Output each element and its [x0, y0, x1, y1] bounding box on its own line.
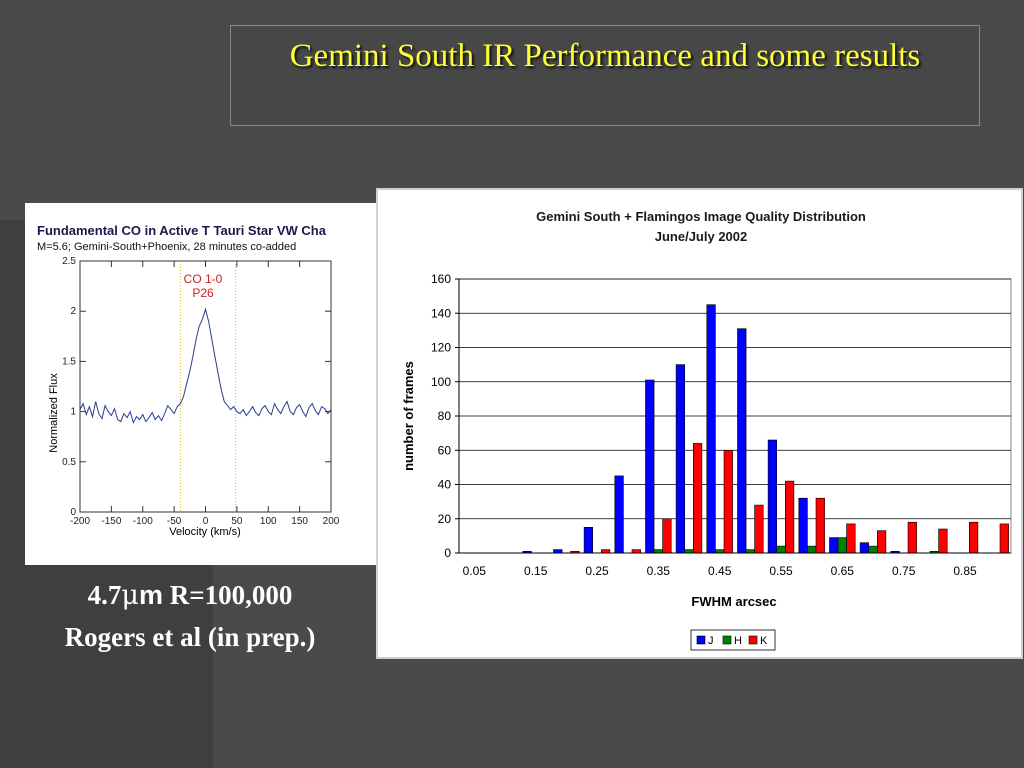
image-quality-chart: Gemini South + Flamingos Image Quality D…	[376, 188, 1023, 659]
iq-bar-K-0.55	[784, 480, 795, 554]
iq-bar-J-0.25	[583, 526, 594, 554]
iq-bar-J-0.2	[553, 549, 563, 554]
iq-bar-J-0.55	[767, 439, 778, 554]
iq-y-axis-label: number of frames	[401, 361, 416, 471]
co-x-tick-label: -150	[101, 516, 121, 527]
iq-y-tick-label: 160	[431, 272, 451, 286]
iq-bar-J-0.5	[737, 328, 747, 554]
iq-y-tick-label: 120	[431, 341, 451, 355]
co-chart-subtitle: M=5.6; Gemini-South+Phoenix, 28 minutes …	[37, 241, 296, 253]
iq-legend-label-J: J	[708, 635, 714, 647]
iq-bar-H-0.65	[837, 537, 847, 554]
iq-bar-H-0.6	[807, 545, 817, 554]
iq-y-tick-label: 40	[438, 478, 452, 492]
iq-bar-J-0.4	[675, 364, 686, 554]
caption-mu-symbol: μ	[121, 580, 139, 611]
iq-x-axis-label: FWHM arcsec	[691, 594, 776, 609]
iq-x-tick-label: 0.35	[647, 564, 671, 578]
caption-m-unit: m	[138, 580, 163, 610]
co-x-tick-label: 100	[260, 516, 277, 527]
co-y-tick-label: 2	[70, 306, 76, 317]
title-box: Gemini South IR Performance and some res…	[230, 25, 980, 126]
co-x-tick-label: 200	[323, 516, 340, 527]
iq-y-tick-label: 140	[431, 306, 451, 320]
iq-x-tick-label: 0.25	[585, 564, 609, 578]
iq-bar-H-0.45	[715, 549, 725, 554]
co-x-tick-label: -50	[167, 516, 182, 527]
iq-x-tick-label: 0.65	[831, 564, 855, 578]
caption-line1: 4.7μm R=100,000	[20, 580, 360, 611]
iq-bar-J-0.3	[614, 475, 624, 554]
iq-x-tick-label: 0.45	[708, 564, 732, 578]
co-y-tick-label: 0	[70, 507, 76, 518]
iq-legend-swatch-J	[696, 635, 706, 645]
co-chart-title: Fundamental CO in Active T Tauri Star VW…	[37, 223, 327, 238]
co-x-tick-label: 0	[203, 516, 209, 527]
iq-legend-swatch-K	[748, 635, 758, 645]
iq-bar-H-0.55	[776, 545, 786, 554]
iq-legend-box	[690, 629, 776, 651]
co-y-tick-label: 2.5	[62, 256, 76, 267]
co-x-tick-label: 150	[291, 516, 308, 527]
iq-bar-K-0.35	[662, 518, 672, 554]
caption-line2: Rogers et al (in prep.)	[64, 622, 316, 652]
co-y-tick-label: 1	[70, 407, 76, 418]
co-annotation-line2: P26	[192, 286, 214, 300]
co-x-tick-label: -200	[70, 516, 90, 527]
caption-wavelength: 4.7	[87, 580, 122, 610]
iq-legend-label-H: H	[734, 635, 742, 647]
iq-x-tick-label: 0.05	[463, 564, 487, 578]
co-y-tick-label: 0.5	[62, 457, 76, 468]
iq-bar-K-0.4	[692, 443, 703, 554]
iq-bar-H-0.7	[868, 545, 878, 554]
iq-bar-K-0.7	[876, 530, 887, 554]
iq-y-tick-label: 60	[438, 443, 452, 457]
iq-bar-K-0.6	[815, 497, 825, 554]
co-x-axis-label: Velocity (km/s)	[169, 526, 241, 538]
iq-bar-K-0.75	[907, 521, 917, 554]
iq-bar-K-0.5	[754, 504, 764, 554]
iq-bar-K-0.45	[723, 449, 733, 554]
co-y-axis-label: Normalized Flux	[48, 373, 60, 453]
iq-y-tick-label: 80	[438, 409, 452, 423]
co-x-tick-label: 50	[231, 516, 243, 527]
iq-bar-K-0.85	[968, 521, 979, 554]
iq-chart-subtitle: June/July 2002	[655, 229, 748, 244]
iq-x-tick-label: 0.15	[524, 564, 548, 578]
iq-bar-J-0.65	[829, 537, 839, 554]
iq-y-tick-label: 20	[438, 512, 452, 526]
iq-legend-label-K: K	[760, 635, 768, 647]
image-quality-svg: Gemini South + Flamingos Image Quality D…	[401, 209, 1012, 651]
iq-x-tick-label: 0.75	[892, 564, 916, 578]
iq-bar-J-0.45	[706, 304, 716, 554]
co-spectrum-svg: Fundamental CO in Active T Tauri Star VW…	[37, 223, 340, 538]
co-y-tick-label: 1.5	[62, 356, 76, 367]
co-annotation-line1: CO 1-0	[184, 272, 223, 286]
slide-title: Gemini South IR Performance and some res…	[289, 38, 921, 74]
iq-y-tick-label: 0	[444, 546, 451, 560]
caption-resolution: R=100,000	[162, 580, 293, 610]
iq-bar-J-0.35	[645, 379, 655, 554]
iq-bar-K-0.65	[846, 523, 856, 554]
iq-bar-H-0.5	[745, 549, 755, 554]
iq-bar-K-0.3	[631, 549, 641, 554]
co-spectrum-line	[79, 307, 332, 424]
iq-bar-J-0.6	[798, 497, 808, 554]
iq-x-tick-label: 0.55	[769, 564, 793, 578]
iq-chart-title: Gemini South + Flamingos Image Quality D…	[536, 209, 866, 224]
iq-bar-K-0.8	[938, 528, 948, 554]
iq-bar-H-0.35	[653, 549, 663, 554]
iq-bar-H-0.4	[684, 549, 694, 554]
co-spectrum-chart: Fundamental CO in Active T Tauri Star VW…	[25, 203, 377, 565]
iq-bar-K-0.9	[999, 523, 1009, 554]
iq-bar-J-0.7	[859, 542, 870, 554]
iq-y-tick-label: 100	[431, 375, 451, 389]
iq-legend-swatch-H	[722, 635, 732, 645]
iq-bar-K-0.25	[601, 549, 611, 554]
co-x-tick-label: -100	[133, 516, 153, 527]
iq-x-tick-label: 0.85	[953, 564, 977, 578]
